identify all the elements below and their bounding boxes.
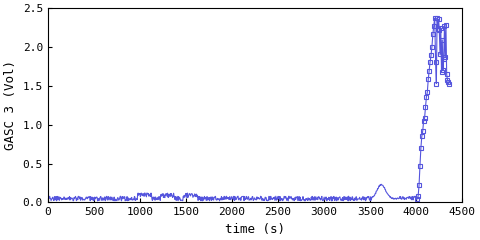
X-axis label: time (s): time (s) [225, 223, 285, 236]
Y-axis label: GASC 3 (Vol): GASC 3 (Vol) [4, 60, 17, 150]
